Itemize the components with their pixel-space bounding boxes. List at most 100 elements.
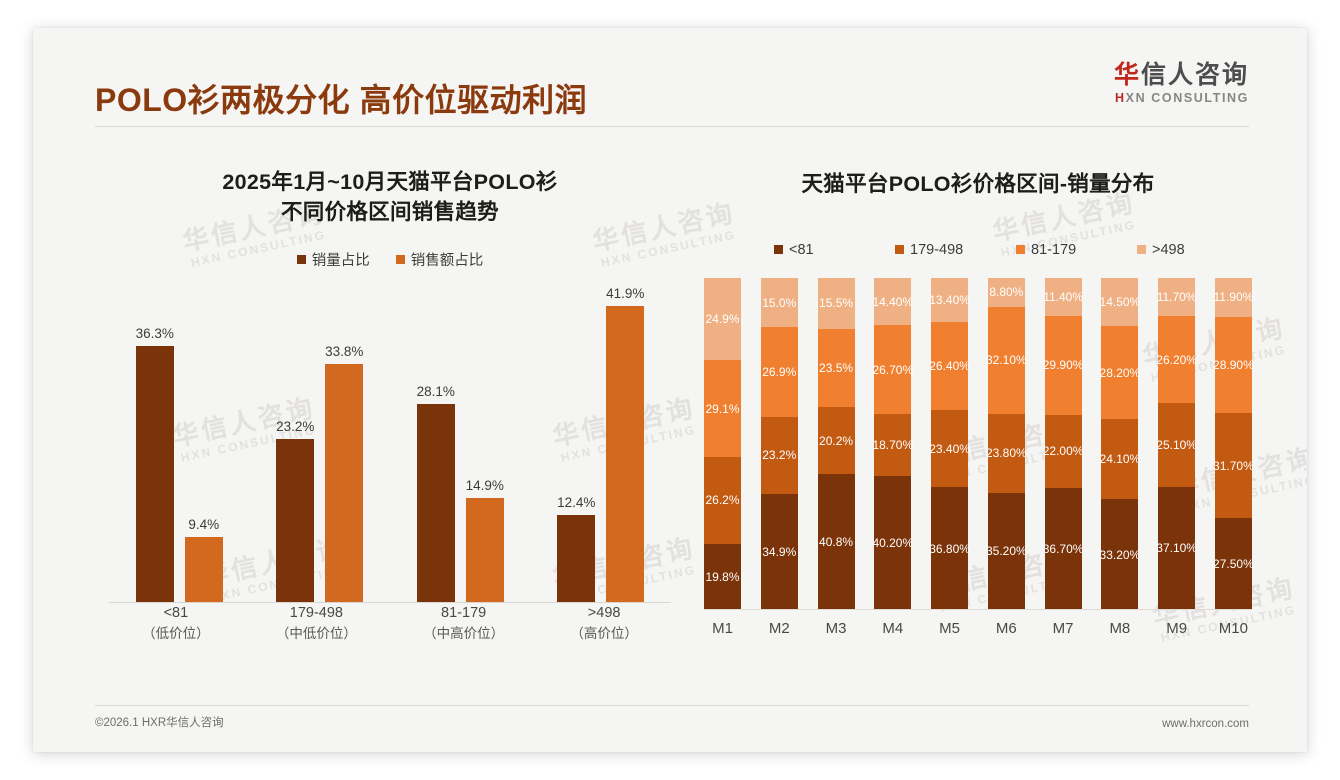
stacked-bar[interactable]: 14.50% 28.20% 24.10% 33.20% [1099,277,1141,610]
stacked-segment[interactable]: 36.70% [1043,487,1083,610]
bar-rect[interactable] [557,515,596,604]
stacked-segment[interactable]: 26.70% [872,325,913,415]
segment-value-label: 18.70% [872,438,914,453]
legend-item-1[interactable]: <81 [774,242,895,258]
stacked-segment[interactable]: 23.40% [929,409,970,488]
segment-value-label: 24.10% [1099,452,1141,467]
stacked-segment[interactable]: 14.50% [1100,277,1140,326]
stacked-segment[interactable]: 15.0% [760,277,798,328]
chart-title-left-line1: 2025年1月~10月天猫平台POLO衫 [222,170,558,194]
bar-rect[interactable] [416,404,455,604]
logo-chinese: 华信人咨询 [1114,62,1249,88]
stacked-bar[interactable]: 14.40% 26.70% 18.70% 40.20% [872,277,914,610]
x-axis-tick: 179-498 （中低价位） [276,603,357,644]
segment-value-label: 23.5% [819,361,854,376]
stacked-segment[interactable]: 14.40% [872,277,913,326]
stacked-segment[interactable]: 35.20% [985,492,1027,610]
stacked-segment[interactable]: 31.70% [1213,413,1254,519]
stacked-bar[interactable]: 15.0% 26.9% 23.2% 34.9% [760,277,798,610]
bar-rect[interactable] [184,536,223,604]
logo-h-char: H [1115,91,1126,106]
stacked-bar[interactable]: 8.80% 32.10% 23.80% 35.20% [985,277,1027,610]
stacked-bar[interactable]: 11.70% 26.20% 25.10% 37.10% [1156,277,1197,610]
segment-value-label: 15.5% [819,296,854,311]
x-axis-tick: <81 （低价位） [142,603,210,644]
bar-column[interactable]: 41.9% [606,284,645,604]
bar-rect[interactable] [606,306,645,604]
stacked-segment[interactable]: 28.20% [1100,325,1140,420]
company-logo: 华信人咨询 HXN CONSULTING [1114,62,1249,105]
bar-column[interactable]: 33.8% [325,284,364,604]
stacked-segment[interactable]: 26.2% [704,456,741,544]
legend-item-1[interactable]: 销量占比 [296,249,370,270]
stacked-bar[interactable]: 15.5% 23.5% 20.2% 40.8% [817,277,855,610]
x-tick-sublabel: （低价位） [142,626,210,642]
segment-value-label: 40.20% [872,535,914,550]
segment-value-label: 34.9% [762,544,797,559]
stacked-segment[interactable]: 18.70% [872,414,914,477]
legend-item-2[interactable]: 销售额占比 [395,249,483,270]
stacked-segment[interactable]: 11.70% [1157,277,1197,317]
stacked-segment[interactable]: 24.10% [1099,419,1141,500]
stacked-segment[interactable]: 26.20% [1156,316,1197,404]
stacked-segment[interactable]: 40.20% [872,476,914,610]
stacked-segment[interactable]: 15.5% [817,277,855,330]
stacked-segment[interactable]: 33.20% [1100,499,1140,610]
stacked-bar[interactable]: 11.90% 28.90% 31.70% 27.50% [1213,277,1254,610]
bar-column[interactable]: 12.4% [557,284,596,604]
bar-value-label: 12.4% [557,495,596,511]
segment-value-label: 32.10% [985,353,1027,368]
legend-item-3[interactable]: 81-179 [1016,242,1137,258]
legend-swatch-icon [1016,245,1025,255]
stacked-segment[interactable]: 28.90% [1213,317,1254,414]
stacked-bar[interactable]: 24.9% 29.1% 26.2% 19.8% [704,277,741,610]
stacked-segment[interactable]: 27.50% [1213,518,1254,610]
stacked-segment[interactable]: 13.40% [929,277,970,323]
stacked-segment[interactable]: 11.40% [1043,277,1083,316]
stacked-segment[interactable]: 8.80% [987,277,1025,307]
stacked-bar[interactable]: 13.40% 26.40% 23.40% 36.80% [929,277,970,610]
stacked-segment[interactable]: 23.5% [817,329,855,408]
x-axis-tick: M8 [1109,619,1131,637]
segment-value-label: 23.80% [985,446,1027,461]
x-tick-sublabel: （中低价位） [275,626,357,642]
bar-column[interactable]: 23.2% [276,284,315,604]
stacked-bar[interactable]: 11.40% 29.90% 22.00% 36.70% [1043,277,1083,610]
segment-value-label: 15.0% [762,295,797,310]
stacked-segment[interactable]: 29.1% [704,360,741,457]
stacked-segment[interactable]: 26.40% [929,322,970,410]
bar-column[interactable]: 36.3% [135,284,174,604]
stacked-segment[interactable]: 22.00% [1043,414,1083,488]
stacked-segment[interactable]: 34.9% [760,493,798,610]
segment-value-label: 35.20% [985,544,1027,559]
bar-rect[interactable] [276,438,315,604]
stacked-segment[interactable]: 37.10% [1156,486,1197,610]
stacked-segment[interactable]: 29.90% [1043,315,1083,415]
segment-value-label: 13.40% [929,292,970,307]
legend-item-2[interactable]: 179-498 [895,242,1016,258]
bar-column[interactable]: 28.1% [416,284,455,604]
stacked-segment[interactable]: 11.90% [1213,277,1253,318]
segment-value-label: 27.50% [1213,557,1254,572]
stacked-segment[interactable]: 26.9% [760,327,798,417]
segment-value-label: 25.10% [1156,437,1197,452]
stacked-segment[interactable]: 36.80% [929,487,970,610]
x-tick-label: <81 [163,605,189,622]
bar-column[interactable]: 9.4% [184,284,223,604]
stacked-segment[interactable]: 19.8% [704,543,741,610]
stacked-segment[interactable]: 25.10% [1156,403,1197,487]
legend-item-4[interactable]: >498 [1137,242,1258,258]
bar-rect[interactable] [325,363,364,604]
stacked-segment[interactable]: 32.10% [985,306,1027,414]
stacked-segment[interactable]: 23.2% [760,416,798,494]
x-axis-line-left [109,602,671,604]
legend-label: 179-498 [910,241,964,258]
bar-value-label: 9.4% [188,516,220,532]
stacked-segment[interactable]: 23.80% [985,413,1027,493]
stacked-segment[interactable]: 20.2% [817,407,855,475]
bar-column[interactable]: 14.9% [465,284,504,604]
stacked-segment[interactable]: 24.9% [704,277,741,361]
stacked-segment[interactable]: 40.8% [817,474,855,610]
bar-rect[interactable] [135,346,174,604]
bar-rect[interactable] [465,497,504,604]
